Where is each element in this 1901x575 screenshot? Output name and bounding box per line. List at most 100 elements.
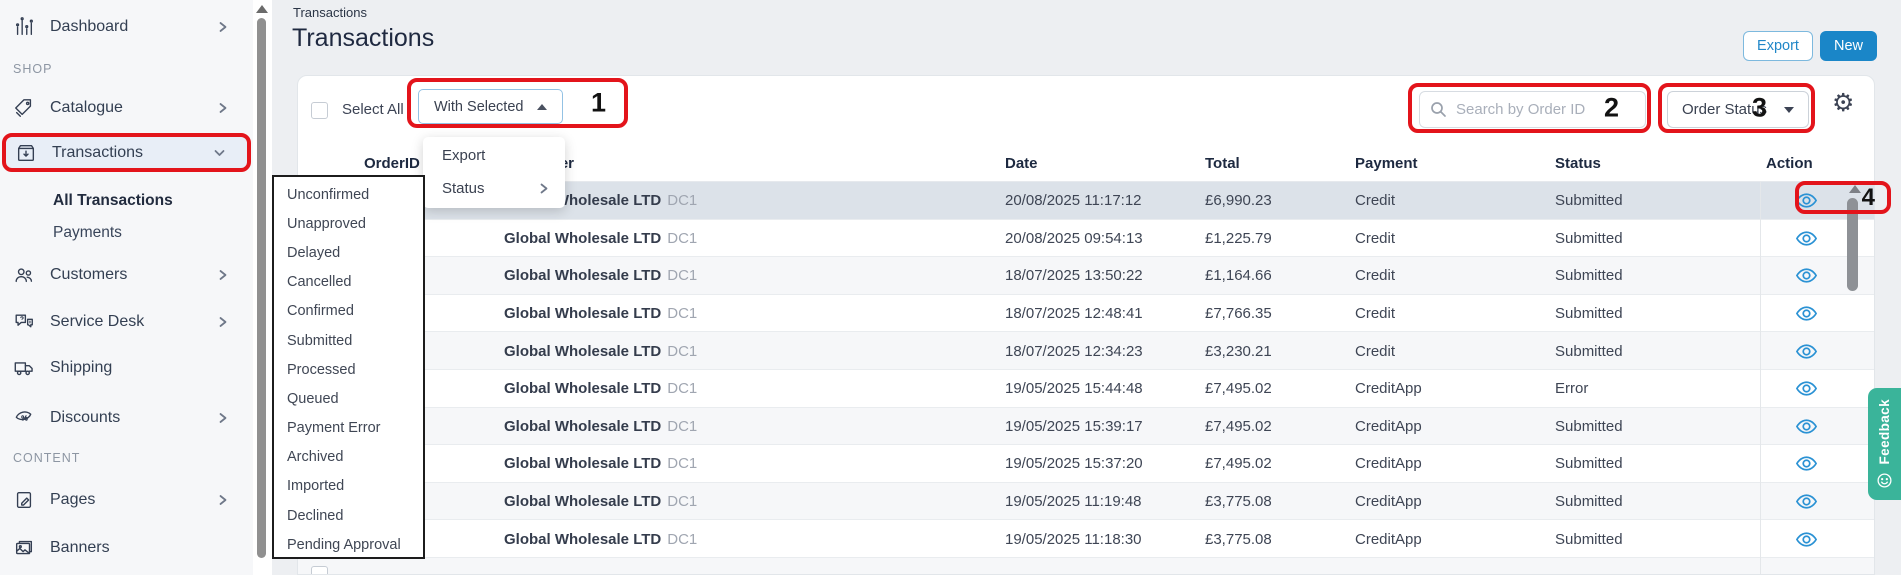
view-order-button[interactable] [1760, 332, 1840, 370]
sidebar-item-label: Discounts [50, 409, 121, 426]
select-all-checkbox[interactable] [311, 102, 328, 119]
menu-item-export[interactable]: Export [442, 147, 486, 164]
new-button[interactable]: New [1820, 31, 1877, 61]
table-scrollbar-thumb[interactable] [1847, 198, 1858, 291]
chevron-right-icon [216, 102, 229, 115]
status-menu-item[interactable]: Pending Approval [287, 536, 401, 553]
table-row[interactable]: Global Wholesale LTD DC1 18/07/2025 12:48:… [298, 294, 1874, 333]
sidebar-item-shipping[interactable]: Shipping [0, 350, 253, 386]
caret-down-icon [1784, 106, 1794, 113]
status-menu-item[interactable]: Declined [287, 507, 344, 524]
status-menu-item[interactable]: Delayed [287, 244, 341, 261]
breadcrumb[interactable]: Transactions [293, 5, 367, 20]
pages-icon [12, 488, 36, 512]
cell-date: 20/08/2025 11:17:12 [1005, 192, 1142, 210]
sidebar-item-banners[interactable]: Banners [0, 530, 253, 566]
sidebar: Dashboard SHOP Catalogue Transactions Al… [0, 0, 253, 575]
search-input[interactable] [1456, 101, 1616, 118]
status-menu-item[interactable]: Payment Error [287, 420, 381, 437]
status-menu-item[interactable]: Cancelled [287, 274, 352, 291]
cell-date: 18/07/2025 13:50:22 [1005, 267, 1143, 285]
eye-icon [1795, 344, 1818, 359]
column-header-payment[interactable]: Payment [1355, 155, 1418, 172]
catalogue-icon [12, 96, 36, 120]
sidebar-item-dashboard[interactable]: Dashboard [0, 9, 253, 45]
cell-total: £7,766.35 [1205, 305, 1272, 323]
page-scrollbar-thumb[interactable] [257, 18, 266, 558]
sidebar-item-all-transactions[interactable]: All Transactions [53, 192, 173, 209]
column-header-action: Action [1766, 155, 1813, 172]
cell-payment: Credit [1355, 229, 1396, 247]
feedback-label: Feedback [1877, 399, 1892, 465]
view-order-button[interactable] [1760, 557, 1840, 574]
export-button[interactable]: Export [1743, 31, 1813, 61]
table-row[interactable]: Global Wholesale LTD DC1 19/05/2025 15:39:… [298, 407, 1874, 446]
cell-total: £7,495.02 [1205, 417, 1272, 435]
view-order-button[interactable] [1760, 219, 1840, 258]
feedback-tab[interactable]: Feedback [1868, 388, 1901, 500]
cell-status: Submitted [1555, 530, 1623, 548]
status-menu-item[interactable]: Imported [287, 478, 345, 495]
cell-status: Submitted [1555, 192, 1623, 210]
cell-total: £3,230.21 [1205, 342, 1272, 360]
chevron-right-icon [216, 269, 229, 282]
cell-date: 20/08/2025 09:54:13 [1005, 229, 1143, 247]
cell-total: £1,225.79 [1205, 229, 1272, 247]
table-row[interactable]: Global Wholesale LTD DC1 20/08/2025 09:54:… [298, 219, 1874, 258]
view-order-button[interactable] [1760, 445, 1840, 483]
gear-icon[interactable]: ⚙ [1832, 88, 1855, 117]
order-status-dropdown[interactable]: Order Status [1667, 91, 1809, 128]
sidebar-section-shop: SHOP [13, 62, 53, 76]
cell-payment: CreditApp [1355, 530, 1422, 548]
sidebar-item-transactions[interactable]: Transactions [2, 135, 250, 171]
cell-customer [466, 568, 1005, 574]
eye-icon [1795, 419, 1818, 434]
column-header-status[interactable]: Status [1555, 155, 1601, 172]
status-menu-item[interactable]: Confirmed [287, 303, 354, 320]
view-order-button[interactable] [1760, 257, 1840, 295]
sidebar-item-discounts[interactable]: % Discounts [0, 400, 253, 436]
sidebar-item-customers[interactable]: Customers [0, 257, 253, 293]
sidebar-item-label: Dashboard [50, 18, 129, 35]
view-order-button[interactable] [1760, 369, 1840, 408]
view-order-button[interactable] [1760, 482, 1840, 521]
cell-status: Submitted [1555, 455, 1623, 473]
scroll-up-arrow-icon[interactable] [256, 5, 268, 13]
sidebar-item-pages[interactable]: Pages [0, 482, 253, 518]
view-order-button[interactable] [1760, 520, 1840, 558]
status-menu-item[interactable]: Queued [287, 390, 339, 407]
cell-date: 18/07/2025 12:34:23 [1005, 342, 1143, 360]
status-menu-item[interactable]: Unapproved [287, 215, 366, 232]
table-row[interactable]: Global Wholesale LTD DC1 19/05/2025 15:37:… [298, 445, 1874, 483]
table-scroll-up-arrow-icon[interactable] [1849, 185, 1861, 193]
sidebar-item-catalogue[interactable]: Catalogue [0, 90, 253, 126]
status-menu-item[interactable]: Processed [287, 361, 356, 378]
view-order-button[interactable] [1760, 407, 1840, 446]
status-menu-item[interactable]: Archived [287, 449, 344, 466]
sidebar-item-label: Pages [50, 491, 96, 508]
with-selected-dropdown[interactable]: With Selected [418, 89, 563, 124]
row-checkbox[interactable] [298, 566, 346, 574]
view-order-button[interactable] [1760, 182, 1840, 220]
table-row[interactable]: Global Wholesale LTD DC1 18/07/2025 12:34:… [298, 332, 1874, 370]
table-row[interactable]: Global Wholesale LTD DC1 19/05/2025 11:19:… [298, 482, 1874, 521]
sidebar-item-payments[interactable]: Payments [53, 224, 122, 241]
table-row[interactable]: Global Wholesale LTD DC1 19/05/2025 15:44:… [298, 369, 1874, 408]
table-row[interactable] [298, 557, 1874, 574]
status-menu-item[interactable]: Submitted [287, 332, 353, 349]
column-header-date[interactable]: Date [1005, 155, 1038, 172]
page-scrollbar[interactable] [253, 0, 272, 575]
sidebar-section-content: CONTENT [13, 451, 81, 465]
menu-item-status[interactable]: Status [423, 172, 565, 205]
column-header-orderid[interactable]: OrderID [364, 155, 420, 172]
sidebar-item-service-desk[interactable]: Service Desk [0, 304, 253, 340]
status-menu-item[interactable]: Unconfirmed [287, 186, 370, 203]
column-header-total[interactable]: Total [1205, 155, 1240, 172]
chevron-right-icon [216, 21, 229, 34]
view-order-button[interactable] [1760, 294, 1840, 333]
cell-status: Submitted [1555, 342, 1623, 360]
eye-icon [1795, 532, 1818, 547]
chevron-right-icon [216, 494, 229, 507]
table-row[interactable]: Global Wholesale LTD DC1 18/07/2025 13:50:… [298, 257, 1874, 295]
table-row[interactable]: Global Wholesale LTD DC1 19/05/2025 11:18:… [298, 520, 1874, 558]
